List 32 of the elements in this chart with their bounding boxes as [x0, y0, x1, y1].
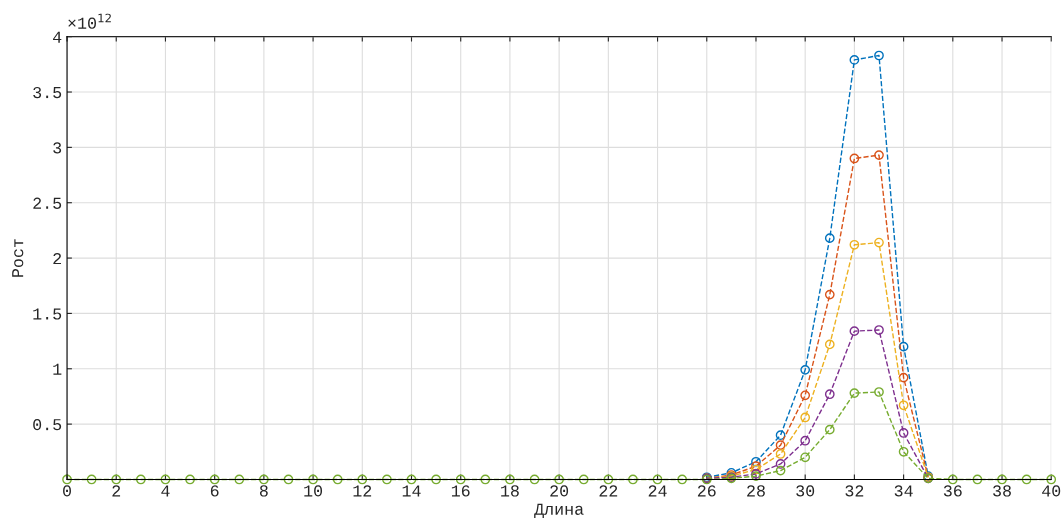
x-tick-label: 32	[845, 485, 864, 497]
x-tick-label: 24	[648, 485, 667, 497]
x-tick-label: 0	[63, 485, 72, 497]
x-tick-label: 10	[304, 485, 323, 497]
y-tick-label: 2	[53, 252, 61, 265]
y-tick-label: 3	[53, 142, 62, 154]
x-tick-label: 6	[210, 485, 219, 497]
y-tick-label: 3.5	[33, 86, 62, 99]
x-tick-label: 34	[894, 485, 913, 497]
x-tick-label: 18	[501, 485, 519, 497]
x-axis-title: Длина	[534, 503, 584, 519]
x-tick-label: 16	[451, 485, 470, 497]
x-tick-label: 40	[1042, 485, 1061, 497]
text: ×10$^{12}$	[68, 13, 111, 29]
y-tick-label: 4	[53, 31, 62, 43]
x-tick-label: 26	[697, 485, 716, 497]
x-tick-label: 36	[943, 485, 962, 497]
y-tick-label: 2.5	[33, 197, 62, 209]
y-tick-label: 0.5	[33, 419, 62, 431]
y-axis-title: Рост	[12, 239, 24, 277]
x-tick-label: 28	[747, 485, 765, 497]
x-tick-label: 22	[599, 485, 618, 497]
x-tick-label: 8	[259, 485, 268, 497]
x-tick-label: 38	[993, 485, 1011, 497]
x-tick-label: 14	[402, 485, 421, 497]
y-tick-label: 1.5	[33, 308, 62, 320]
x-tick-label: 12	[353, 485, 372, 497]
y-tick-label: 1	[53, 363, 62, 375]
x-tick-label: 2	[112, 485, 121, 497]
x-tick-label: 4	[161, 485, 170, 497]
x-tick-label: 20	[550, 485, 569, 497]
x-tick-label: 30	[796, 485, 815, 497]
